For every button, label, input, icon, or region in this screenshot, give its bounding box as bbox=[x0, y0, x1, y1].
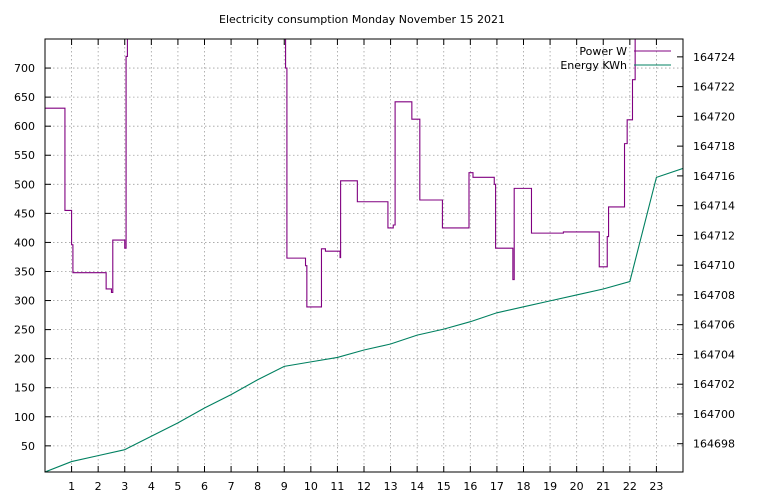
y-right-tick-label: 164706 bbox=[693, 319, 735, 332]
series-line-power-w bbox=[45, 39, 636, 308]
x-tick-label: 12 bbox=[357, 480, 371, 493]
y-left-tick-label: 150 bbox=[14, 382, 35, 395]
x-tick-label: 10 bbox=[304, 480, 318, 493]
x-tick-label: 15 bbox=[437, 480, 451, 493]
x-tick-label: 4 bbox=[148, 480, 155, 493]
x-tick-label: 9 bbox=[281, 480, 288, 493]
y-right-tick-label: 164722 bbox=[693, 81, 735, 94]
x-tick-label: 19 bbox=[543, 480, 557, 493]
y-right-tick-label: 164714 bbox=[693, 200, 735, 213]
y-left-tick-label: 200 bbox=[14, 353, 35, 366]
x-tick-label: 3 bbox=[121, 480, 128, 493]
x-tick-label: 17 bbox=[490, 480, 504, 493]
y-right-tick-label: 164698 bbox=[693, 438, 735, 451]
x-tick-label: 13 bbox=[384, 480, 398, 493]
x-tick-label: 1 bbox=[68, 480, 75, 493]
x-tick-label: 7 bbox=[228, 480, 235, 493]
y-right-tick-label: 164710 bbox=[693, 259, 735, 272]
x-tick-label: 6 bbox=[201, 480, 208, 493]
y-left-tick-label: 600 bbox=[14, 120, 35, 133]
y-left-tick-label: 700 bbox=[14, 62, 35, 75]
y-right-tick-label: 164712 bbox=[693, 229, 735, 242]
legend-label: Power W bbox=[579, 45, 627, 58]
y-right-tick-label: 164704 bbox=[693, 348, 735, 361]
x-tick-label: 14 bbox=[410, 480, 424, 493]
y-left-tick-label: 400 bbox=[14, 236, 35, 249]
y-left-tick-label: 50 bbox=[21, 440, 35, 453]
y-right-tick-label: 164724 bbox=[693, 51, 735, 64]
y-right-tick-label: 164700 bbox=[693, 408, 735, 421]
y-left-tick-label: 300 bbox=[14, 295, 35, 308]
x-tick-label: 21 bbox=[596, 480, 610, 493]
x-tick-label: 20 bbox=[570, 480, 584, 493]
x-tick-label: 16 bbox=[463, 480, 477, 493]
y-right-tick-label: 164720 bbox=[693, 110, 735, 123]
series-line-energy-kwh bbox=[45, 167, 683, 472]
x-tick-label: 8 bbox=[254, 480, 261, 493]
y-left-tick-label: 500 bbox=[14, 178, 35, 191]
y-right-tick-label: 164716 bbox=[693, 170, 735, 183]
chart-title: Electricity consumption Monday November … bbox=[219, 13, 505, 26]
y-right-tick-label: 164718 bbox=[693, 140, 735, 153]
grid-lines bbox=[45, 39, 683, 472]
y-left-tick-label: 100 bbox=[14, 411, 35, 424]
y-right-tick-label: 164702 bbox=[693, 378, 735, 391]
x-tick-label: 5 bbox=[174, 480, 181, 493]
y-left-tick-label: 650 bbox=[14, 91, 35, 104]
series-layer bbox=[45, 39, 683, 472]
y-right-tick-label: 164708 bbox=[693, 289, 735, 302]
y-left-tick-label: 250 bbox=[14, 324, 35, 337]
axis-ticks: 1 2 3 4 5 6 7 8 9 10 11 12 13 14 15 16 17 18 19 20 21 22 23501… bbox=[14, 39, 735, 493]
x-tick-label: 23 bbox=[649, 480, 663, 493]
x-tick-label: 22 bbox=[623, 480, 637, 493]
legend-label: Energy KWh bbox=[560, 59, 627, 72]
y-left-tick-label: 350 bbox=[14, 265, 35, 278]
x-tick-label: 11 bbox=[330, 480, 344, 493]
y-left-tick-label: 450 bbox=[14, 207, 35, 220]
y-left-tick-label: 550 bbox=[14, 149, 35, 162]
x-tick-label: 18 bbox=[517, 480, 531, 493]
x-tick-label: 2 bbox=[95, 480, 102, 493]
